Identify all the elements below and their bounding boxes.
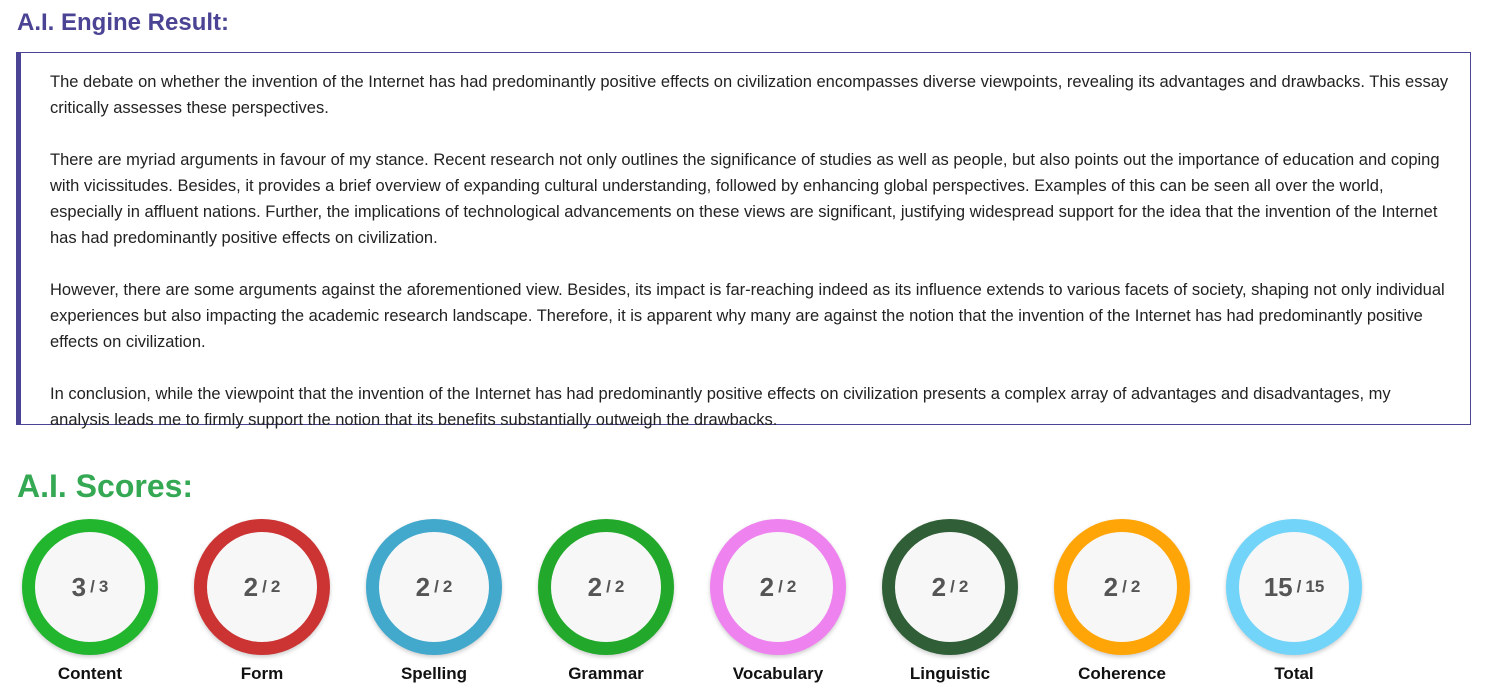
score-value: 2 [1103, 571, 1119, 602]
scores-row: 3/3 Content 2/2 Form 2/2 Spelling 2/2 Grammar 2/… [22, 519, 1362, 684]
score-separator: / [1296, 577, 1302, 596]
score-inner: 2/2 [551, 532, 661, 642]
score-value: 15 [1263, 571, 1293, 602]
score-max: 2 [442, 577, 453, 596]
score-ring: 2/2 [194, 519, 330, 655]
score-max: 2 [786, 577, 797, 596]
score-max: 2 [614, 577, 625, 596]
score-ring: 15/15 [1226, 519, 1362, 655]
score-max: 2 [270, 577, 281, 596]
score-separator: / [90, 577, 95, 596]
score-ring: 2/2 [1054, 519, 1190, 655]
score-max: 3 [98, 577, 109, 596]
score-inner: 15/15 [1239, 532, 1349, 642]
score-label: Vocabulary [732, 664, 824, 683]
score-inner: 2/2 [1067, 532, 1177, 642]
score-value: 2 [759, 571, 775, 602]
score-label: Total [1274, 664, 1314, 683]
score-separator: / [434, 577, 439, 596]
score-value: 2 [587, 571, 603, 602]
score-item: 2/2 Linguistic [882, 519, 1018, 684]
paragraph: The debate on whether the invention of t… [50, 73, 1449, 117]
score-label: Spelling [400, 664, 468, 683]
score-separator: / [262, 577, 267, 596]
score-inner: 3/3 [35, 532, 145, 642]
score-inner: 2/2 [723, 532, 833, 642]
score-item: 2/2 Spelling [366, 519, 502, 684]
score-ring: 2/2 [366, 519, 502, 655]
score-item: 2/2 Vocabulary [710, 519, 846, 684]
score-separator: / [1122, 577, 1127, 596]
score-label: Content [57, 664, 123, 683]
paragraph: In conclusion, while the viewpoint that … [50, 385, 1391, 429]
score-item: 15/15 Total [1226, 519, 1362, 684]
score-ring: 2/2 [882, 519, 1018, 655]
score-label: Form [240, 664, 284, 683]
score-max: 15 [1305, 577, 1325, 596]
score-label: Grammar [568, 664, 644, 683]
result-title: A.I. Engine Result: [17, 9, 230, 36]
score-separator: / [950, 577, 955, 596]
score-separator: / [778, 577, 783, 596]
score-value: 3 [71, 571, 87, 602]
score-ring: 2/2 [710, 519, 846, 655]
score-item: 3/3 Content [22, 519, 158, 684]
score-ring: 3/3 [22, 519, 158, 655]
score-value: 2 [243, 571, 259, 602]
paragraph: There are myriad arguments in favour of … [50, 151, 1440, 247]
score-value: 2 [931, 571, 947, 602]
score-item: 2/2 Grammar [538, 519, 674, 684]
scores-title: A.I. Scores: [17, 468, 194, 504]
score-value: 2 [415, 571, 431, 602]
score-inner: 2/2 [379, 532, 489, 642]
score-separator: / [606, 577, 611, 596]
score-label: Linguistic [909, 664, 991, 683]
score-inner: 2/2 [207, 532, 317, 642]
score-item: 2/2 Coherence [1054, 519, 1190, 684]
score-label: Coherence [1078, 664, 1166, 683]
paragraph: However, there are some arguments agains… [50, 281, 1445, 351]
score-inner: 2/2 [895, 532, 1005, 642]
score-item: 2/2 Form [194, 519, 330, 684]
score-ring: 2/2 [538, 519, 674, 655]
score-max: 2 [958, 577, 969, 596]
result-box: The debate on whether the invention of t… [16, 52, 1471, 429]
score-max: 2 [1130, 577, 1141, 596]
